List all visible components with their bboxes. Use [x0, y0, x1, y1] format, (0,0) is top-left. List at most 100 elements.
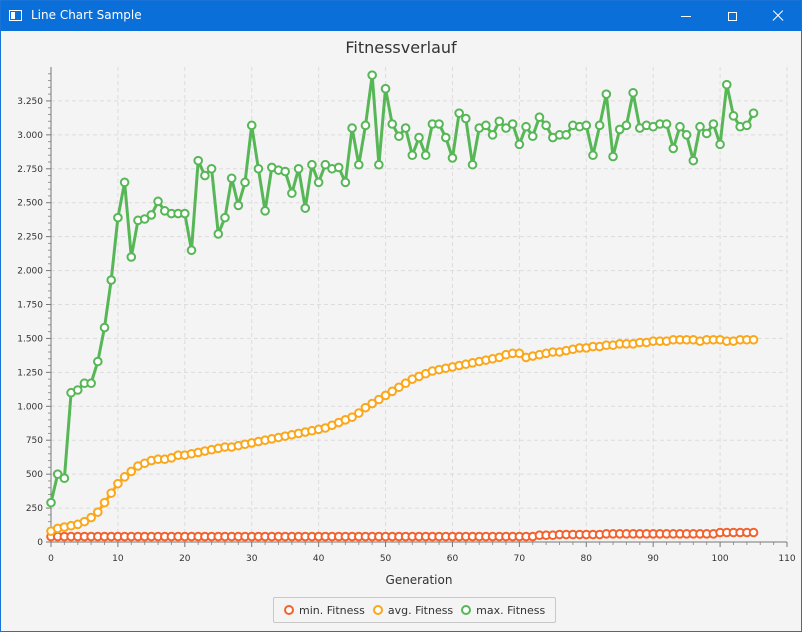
data-point	[79, 516, 90, 527]
title-bar[interactable]: Line Chart Sample	[1, 1, 801, 31]
data-point	[287, 188, 297, 199]
data-point	[387, 386, 398, 397]
data-point	[461, 113, 471, 124]
data-point	[534, 112, 545, 123]
x-tick-label: 90	[647, 554, 659, 564]
data-point	[514, 348, 525, 359]
x-tick-label: 30	[246, 554, 258, 564]
y-tick-label: 750	[26, 436, 43, 446]
legend-item-avg: avg. Fitness	[372, 603, 454, 617]
y-tick-label: 500	[26, 470, 43, 480]
y-tick-label: 1.250	[17, 368, 43, 378]
legend-label: max. Fitness	[476, 603, 546, 617]
data-point	[414, 132, 424, 143]
data-point	[320, 159, 331, 170]
data-point	[588, 150, 598, 161]
y-tick-label: 2.500	[17, 199, 43, 209]
data-point	[367, 70, 377, 80]
minimize-icon	[681, 15, 691, 17]
x-tick-label: 100	[711, 554, 728, 564]
data-point	[180, 208, 190, 219]
data-point	[253, 163, 264, 174]
y-tick-label: 1.750	[17, 301, 43, 311]
data-point	[360, 120, 371, 131]
data-point	[106, 275, 117, 285]
data-point	[621, 120, 632, 131]
data-point	[400, 123, 411, 133]
data-point	[487, 130, 498, 140]
data-point	[206, 163, 217, 174]
legend-item-max: max. Fitness	[461, 604, 545, 617]
close-button[interactable]	[755, 1, 801, 31]
data-point	[374, 159, 384, 170]
data-point	[561, 130, 572, 140]
data-point	[728, 111, 739, 121]
data-point	[72, 385, 83, 395]
chart-title: Fitnessverlauf	[345, 38, 457, 57]
data-point	[119, 177, 130, 188]
data-point	[695, 121, 705, 132]
x-tick-label: 40	[313, 554, 325, 564]
data-point	[387, 119, 398, 129]
data-point	[52, 469, 63, 479]
data-point	[46, 497, 56, 508]
legend-label: avg. Fitness	[387, 603, 454, 617]
data-point	[407, 150, 418, 161]
x-tick-label: 20	[179, 554, 191, 564]
x-tick-label: 70	[514, 554, 526, 564]
data-point	[380, 390, 391, 401]
data-point	[93, 356, 103, 367]
maximize-icon	[727, 11, 737, 21]
grid-lines	[51, 67, 788, 542]
legend-marker-icon	[372, 605, 383, 615]
data-point	[601, 89, 612, 99]
axes	[46, 67, 788, 547]
y-tick-label: 250	[26, 504, 43, 514]
data-point	[380, 83, 391, 94]
data-point	[527, 131, 538, 142]
minimize-button[interactable]	[663, 1, 709, 31]
maximize-button[interactable]	[709, 1, 755, 31]
data-point	[313, 177, 324, 188]
data-point	[220, 212, 230, 223]
chart-legend: min. Fitness avg. Fitness max. Fitness	[273, 597, 557, 623]
data-point	[400, 378, 411, 389]
data-point	[628, 87, 638, 98]
series-points	[46, 70, 759, 542]
data-point	[501, 123, 511, 133]
data-point	[106, 488, 117, 498]
data-point	[86, 378, 96, 389]
data-point	[608, 151, 618, 162]
data-point	[307, 159, 317, 170]
x-tick-label: 50	[380, 554, 392, 564]
data-point	[260, 206, 270, 216]
data-point	[434, 119, 444, 129]
data-point	[139, 214, 150, 224]
data-point	[454, 108, 464, 118]
data-point	[675, 121, 685, 132]
data-point	[233, 200, 244, 211]
data-point	[440, 132, 451, 143]
app-icon	[9, 10, 22, 21]
data-point	[113, 478, 123, 489]
data-point	[347, 412, 357, 422]
data-point	[507, 119, 518, 129]
data-point	[193, 155, 203, 166]
x-tick-label: 80	[581, 554, 593, 564]
data-point	[126, 252, 137, 262]
x-tick-label: 10	[112, 554, 124, 564]
data-point	[300, 203, 311, 213]
data-point	[240, 177, 250, 188]
data-point	[200, 170, 210, 181]
data-point	[347, 123, 357, 133]
legend-label: min. Fitness	[299, 603, 365, 617]
data-point	[280, 166, 290, 177]
data-point	[721, 79, 732, 90]
data-point	[494, 116, 505, 127]
data-point	[681, 130, 692, 140]
data-point	[420, 150, 431, 161]
data-point	[661, 119, 672, 129]
x-tick-label: 110	[778, 554, 795, 564]
data-point	[119, 472, 130, 482]
data-point	[226, 173, 237, 184]
